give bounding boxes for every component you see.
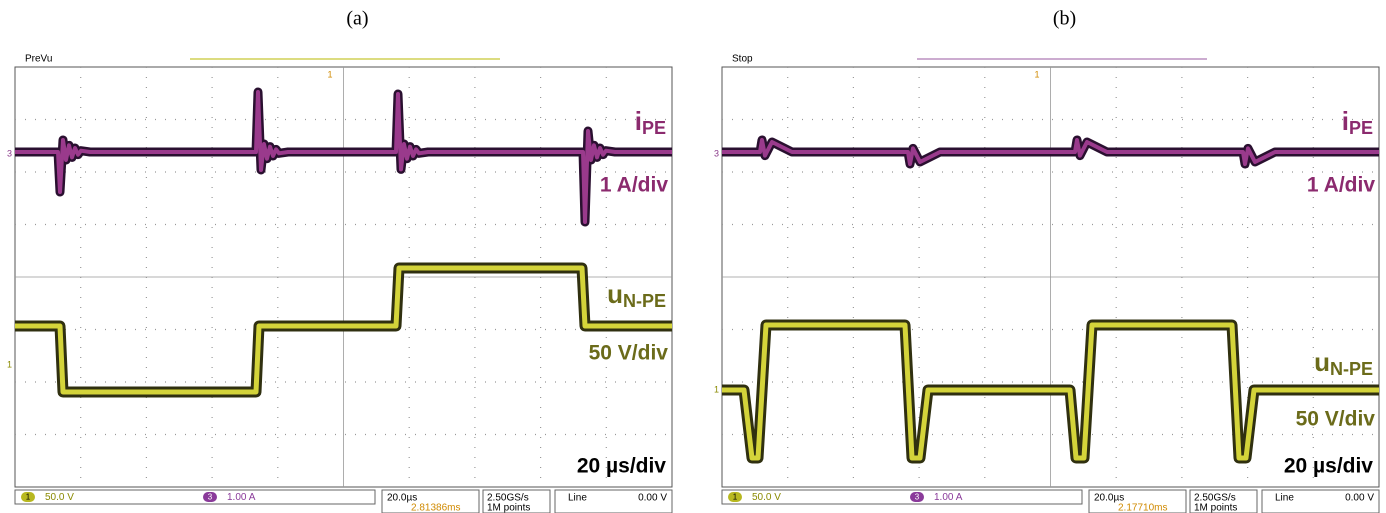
current-scale: 1 A/div [600,174,668,197]
ch3-marker: 3 [7,148,12,158]
rate: 2.50GS/s [1194,493,1236,504]
points: 1M points [1194,503,1237,513]
ch1-badge [21,492,35,502]
scope-panel: (b) Stop 1 3 1 iPE 1 A/div uN-PE 50 V/div 20 µs/d… [714,8,1380,513]
voltage-label: uN-PE [607,279,666,311]
current-label-sub: PE [1349,118,1373,138]
voltage-scale: 50 V/div [1296,408,1376,431]
current-label-sub: PE [642,118,666,138]
points: 1M points [487,503,530,513]
rate-box [482,489,551,513]
voltage-label: uN-PE [1314,347,1373,379]
ch3-marker: 3 [714,148,719,158]
voltage-label-symbol: u [607,279,623,309]
trigger: Line [1275,493,1294,504]
ch3-scale: 1.00 A [934,492,963,503]
trigger-marker: 1 [328,69,333,79]
delay: 2.17710ms [1118,503,1167,513]
trigger-marker: 1 [1035,69,1040,79]
rate-box [1189,489,1258,513]
voltage-trace [722,322,1379,461]
status-box [721,489,1083,505]
rate: 2.50GS/s [487,493,529,504]
current-label-symbol: i [1342,106,1349,136]
timebase-box [1088,489,1187,513]
ch3-badge [910,492,924,502]
ch1-num: 1 [26,493,31,502]
current-label-symbol: i [635,106,642,136]
panel-label: (b) [1053,8,1076,30]
timebase: 20.0µs [1094,493,1124,504]
status-box [14,489,376,505]
ch1-marker: 1 [7,359,12,369]
panel-label: (a) [346,8,368,30]
ch3-scale: 1.00 A [227,492,256,503]
mode-label: Stop [732,54,753,65]
delay: 2.81386ms [411,503,460,513]
trigger-box [554,489,673,513]
time-scale: 20 µs/div [577,455,666,478]
ch3-num: 3 [208,493,213,502]
trigger-box [1261,489,1380,513]
voltage-label-sub: N-PE [1330,359,1373,379]
ch1-scale: 50.0 V [752,492,781,503]
scope-panel: (a) PreVu 1 3 1 iPE 1 A/div uN-PE 50 V/div 20 µs/… [7,8,673,513]
ch1-scale: 50.0 V [45,492,74,503]
current-trace [15,90,672,224]
voltage-label-sub: N-PE [623,291,666,311]
ch3-badge [203,492,217,502]
current-trace [722,138,1379,166]
current-label: iPE [1342,106,1373,138]
timebase-box [381,489,480,513]
trigger: Line [568,493,587,504]
ch1-marker: 1 [714,384,719,394]
level: 0.00 V [1345,493,1374,504]
voltage-scale: 50 V/div [589,342,669,365]
voltage-label-symbol: u [1314,347,1330,377]
current-scale: 1 A/div [1307,174,1375,197]
ch3-num: 3 [915,493,920,502]
ch1-badge [728,492,742,502]
current-label: iPE [635,106,666,138]
voltage-trace [15,265,672,395]
time-scale: 20 µs/div [1284,455,1373,478]
ch1-num: 1 [733,493,738,502]
level: 0.00 V [638,493,667,504]
timebase: 20.0µs [387,493,417,504]
mode-label: PreVu [25,54,52,65]
